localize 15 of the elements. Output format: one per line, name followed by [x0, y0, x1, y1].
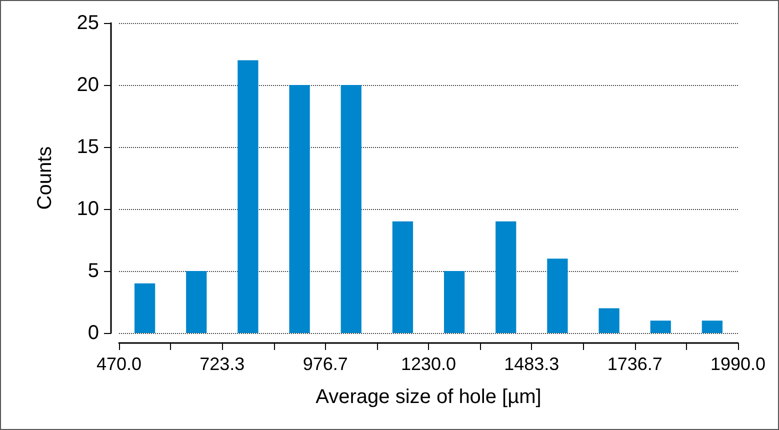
x-tick-label: 723.3	[200, 354, 245, 374]
x-tick-label: 976.7	[302, 354, 348, 374]
y-tick-label: 15	[76, 136, 99, 158]
y-tick-label: 25	[76, 12, 99, 34]
x-tick-label: 470.0	[96, 354, 142, 374]
x-axis-title: Average size of hole [µm]	[316, 386, 542, 408]
x-tick-label: 1483.3	[504, 354, 560, 374]
y-axis-title: Counts	[34, 146, 56, 210]
y-tick-label: 20	[76, 74, 99, 96]
y-tick-label: 0	[88, 322, 99, 344]
y-tick-label: 10	[76, 198, 99, 220]
x-tick-label: 1230.0	[400, 354, 456, 374]
y-tick-label: 5	[88, 260, 99, 282]
x-tick-label: 1990.0	[710, 354, 766, 374]
x-tick-label: 1736.7	[607, 354, 662, 374]
